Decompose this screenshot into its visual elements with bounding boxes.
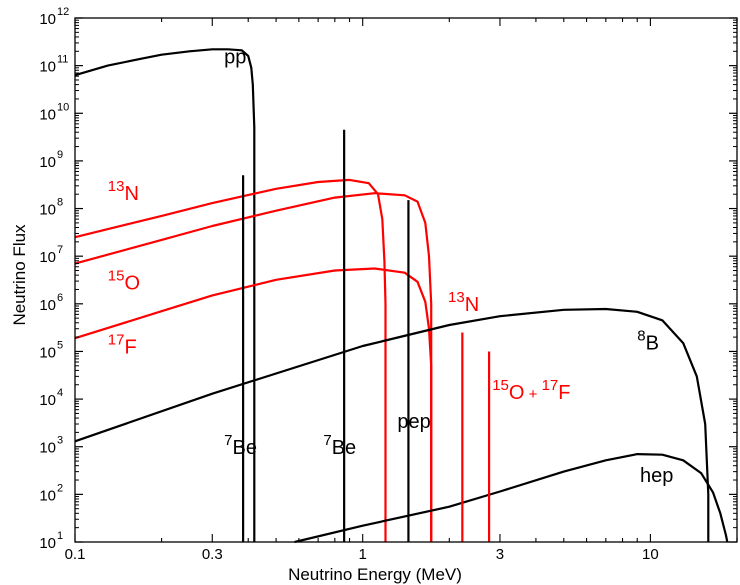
- flux-curve-4: [74, 307, 710, 542]
- y-tick-label: 10: [39, 392, 56, 409]
- series-label: pep: [397, 411, 430, 433]
- series-label: 7Be: [224, 432, 257, 459]
- y-tick-exponent: 4: [57, 387, 63, 399]
- y-axis-title: Neutrino Flux: [10, 224, 29, 326]
- series-labels: pp 13N 15O 17F 7Be 7Be pep 13N 8B hep 15O + 17F: [108, 47, 674, 488]
- series-label: pp: [224, 47, 246, 69]
- y-tick-exponent: 10: [57, 101, 69, 113]
- y-tick-label: 10: [39, 535, 56, 552]
- series-label: 17F: [108, 332, 137, 359]
- y-tick-exponent: 5: [57, 339, 63, 351]
- x-axis-ticks: 0.1 0.3 1 3 10: [65, 18, 738, 563]
- y-tick-exponent: 3: [57, 435, 63, 447]
- y-tick-exponent: 6: [57, 292, 63, 304]
- y-tick-exponent: 7: [57, 244, 63, 256]
- y-tick-exponent: 2: [57, 482, 63, 494]
- series-label-combo: 15O + 17F: [492, 377, 570, 404]
- y-tick-label: 10: [39, 249, 56, 266]
- y-tick-label: 10: [39, 344, 56, 361]
- series-label: 13N: [448, 289, 479, 316]
- y-tick-exponent: 9: [57, 149, 63, 161]
- y-tick-label: 10: [39, 487, 56, 504]
- y-tick-label: 10: [39, 154, 56, 171]
- x-tick-label: 1: [359, 546, 367, 563]
- series-label: hep: [640, 465, 673, 487]
- flux-curve-2: [74, 192, 433, 542]
- y-tick-label: 10: [39, 202, 56, 219]
- y-tick-label: 10: [39, 59, 56, 76]
- y-tick-label: 10: [39, 106, 56, 123]
- x-tick-label: 3: [496, 546, 504, 563]
- flux-curve-5: [294, 453, 729, 544]
- y-tick-exponent: 11: [57, 54, 68, 66]
- x-axis-title: Neutrino Energy (MeV): [288, 565, 462, 584]
- x-tick-label: 0.1: [65, 546, 86, 563]
- y-tick-label: 10: [39, 440, 56, 457]
- y-tick-exponent: 8: [57, 197, 63, 209]
- series-label: 15O: [108, 267, 140, 294]
- y-tick-label: 10: [39, 297, 56, 314]
- plot-frame: [74, 17, 738, 543]
- y-tick-exponent: 1: [57, 530, 63, 542]
- plot-lines: [74, 48, 729, 544]
- series-label: 7Be: [323, 432, 356, 459]
- flux-curve-3: [74, 267, 433, 542]
- x-tick-label: 10: [642, 546, 659, 563]
- flux-curve-1: [74, 178, 387, 542]
- plot-frame-border: [74, 17, 738, 543]
- y-tick-label: 10: [39, 11, 56, 28]
- flux-curve-0: [74, 48, 256, 542]
- y-tick-exponent: 12: [57, 6, 69, 18]
- series-label: 8B: [637, 327, 659, 354]
- x-tick-label: 0.3: [202, 546, 223, 563]
- series-label: 13N: [108, 178, 139, 205]
